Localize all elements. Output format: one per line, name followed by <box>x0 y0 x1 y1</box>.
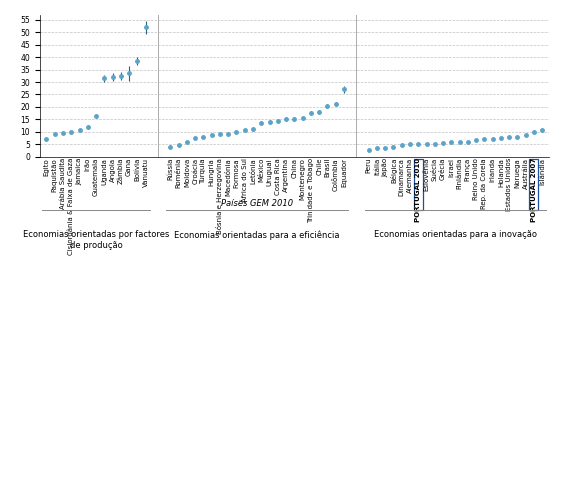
Text: Economias orientadas para a eficiência: Economias orientadas para a eficiência <box>175 230 340 239</box>
Text: Economias orientadas para a inovação: Economias orientadas para a inovação <box>374 230 537 239</box>
Text: Países GEM 2010: Países GEM 2010 <box>221 199 293 208</box>
Text: Economias orientadas por factores
de produção: Economias orientadas por factores de pro… <box>23 230 170 249</box>
